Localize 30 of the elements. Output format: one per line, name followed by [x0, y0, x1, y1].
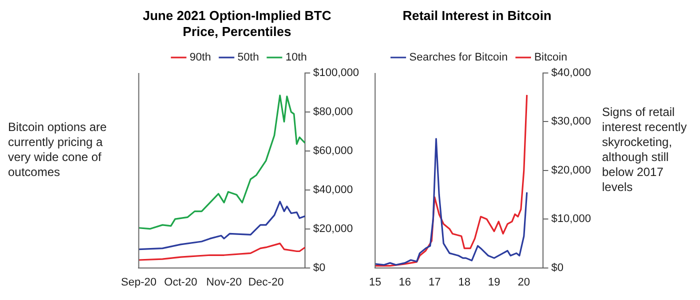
x-tick-label: 17 [428, 276, 441, 288]
x-tick-label: 18 [458, 276, 471, 288]
y-tick-label: $10,000 [551, 213, 592, 226]
text: Signs of retail interest recently skyrocketing, although still below 2017 levels [602, 105, 688, 195]
x-tick-label: 19 [488, 276, 500, 288]
y-tick-label: $0 [313, 262, 326, 274]
x-tick-label: 15 [368, 276, 382, 288]
y-tick-label: $20,000 [313, 222, 353, 235]
text: Bitcoin options are currently pricing a very wide cone of outcomes [8, 120, 108, 180]
chart-title: Retail Interest in Bitcoin [402, 8, 552, 25]
legend-label: Searches for Bitcoin [409, 52, 508, 64]
x-tick-label: Nov-20 [206, 276, 242, 288]
x-tick-label: Sep-20 [120, 276, 156, 288]
y-tick-label: $30,000 [551, 116, 592, 128]
y-tick-label: $100,000 [313, 67, 360, 80]
legend-label: 10th [285, 52, 307, 64]
x-tick-label: 16 [398, 276, 411, 288]
y-tick-label: $40,000 [313, 184, 353, 196]
y-tick-label: $0 [551, 262, 564, 274]
x-tick-label: Oct-20 [164, 276, 198, 288]
y-tick-label: $80,000 [313, 106, 353, 118]
x-tick-label: Dec-20 [248, 276, 284, 288]
y-tick-label: $40,000 [551, 67, 592, 80]
legend-label: Bitcoin [534, 52, 568, 64]
legend-label: 50th [238, 52, 259, 64]
x-tick-label: 20 [518, 276, 530, 288]
y-tick-label: $20,000 [551, 164, 592, 176]
y-tick-label: $60,000 [313, 144, 353, 157]
legend-label: 90th [190, 52, 212, 64]
chart-title: June 2021 Option-Implied BTC Price, Percentiles [142, 8, 332, 41]
